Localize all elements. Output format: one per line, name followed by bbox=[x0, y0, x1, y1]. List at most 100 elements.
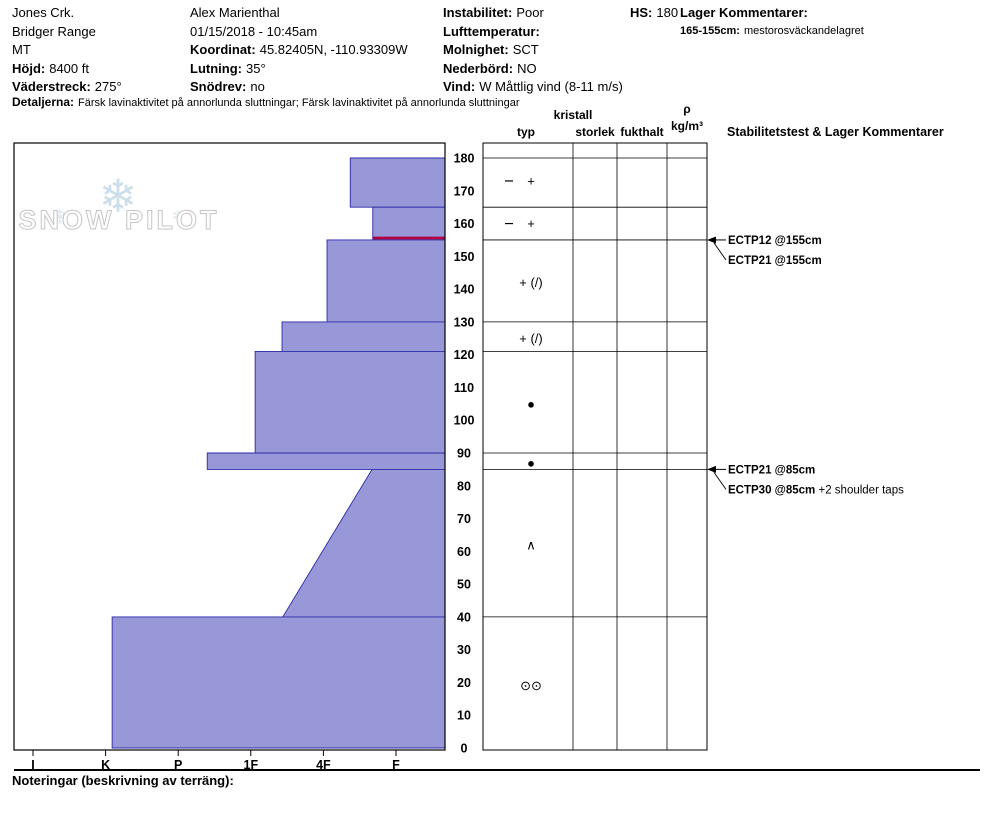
watermark-snowflake-icon: ❄ bbox=[99, 170, 138, 222]
depth-axis-label: 10 bbox=[457, 709, 471, 723]
header-hs-column: HS: 180 bbox=[630, 4, 678, 23]
precip-value: NO bbox=[517, 60, 537, 76]
elevation-label: Höjd: bbox=[12, 60, 46, 76]
snowdrift-row: Snödrev: no bbox=[190, 78, 408, 97]
column-header-typ: typ bbox=[517, 125, 535, 139]
precip-row: Nederbörd: NO bbox=[443, 60, 623, 79]
column-header-storlek: storlek bbox=[575, 125, 615, 139]
depth-axis-label: 0 bbox=[461, 742, 468, 756]
snow-layer bbox=[111, 616, 446, 749]
watermark-snowflake-icon: ❄ bbox=[172, 208, 185, 225]
test-arrow-head bbox=[707, 465, 716, 473]
hs-value: 180 bbox=[656, 5, 679, 20]
depth-axis-label: 110 bbox=[454, 381, 474, 395]
layer-comment-text: mestorosväckandelagret bbox=[743, 24, 864, 37]
instability-label: Instabilitet: bbox=[443, 5, 513, 20]
wind-label: Vind: bbox=[443, 79, 476, 94]
snow-height-row: HS: 180 bbox=[630, 4, 678, 23]
slope-label: Lutning: bbox=[190, 60, 242, 76]
test-connector-line bbox=[713, 472, 727, 490]
header-layer-comments-column: Lager Kommentarer: 165-155cm: mestorosväc… bbox=[680, 4, 864, 40]
slope-angle-row: Lutning: 35° bbox=[190, 60, 408, 79]
header-site-column: Jones Crk. Bridger Range MT Höjd: 8400 ft… bbox=[12, 4, 122, 97]
snow-layer bbox=[206, 452, 446, 470]
snow-layer bbox=[281, 321, 446, 352]
precip-label: Nederbörd: bbox=[443, 60, 514, 76]
stability-test-label: ECTP21 @155cm bbox=[728, 255, 822, 267]
depth-axis-label: 60 bbox=[457, 545, 471, 559]
snow-layer bbox=[281, 468, 446, 618]
layer-comment-entry: 165-155cm: mestorosväckandelagret bbox=[680, 23, 864, 40]
watermark-text: SNOW PILOT bbox=[19, 205, 220, 235]
cloud-row: Molnighet: SCT bbox=[443, 41, 623, 60]
grain-type-symbol: ⊙⊙ bbox=[520, 678, 542, 693]
depth-axis-label: 150 bbox=[454, 250, 475, 264]
snow-layer bbox=[372, 206, 446, 241]
observation-datetime: 01/15/2018 - 10:45am bbox=[190, 23, 318, 39]
depth-axis-label: 120 bbox=[454, 348, 475, 362]
wind-row: Vind: W Måttlig vind (8-11 m/s) bbox=[443, 78, 623, 97]
snowdrift-label: Snödrev: bbox=[190, 79, 247, 94]
grain-type-symbol: + bbox=[527, 173, 535, 188]
snow-layer bbox=[349, 157, 446, 208]
depth-axis-label: 90 bbox=[457, 447, 471, 461]
depth-axis-label: 30 bbox=[457, 643, 471, 657]
observer-name: Alex Marienthal bbox=[190, 5, 280, 20]
grain-type-symbol: ● bbox=[527, 455, 535, 470]
depth-axis-label: 130 bbox=[454, 315, 475, 329]
site-elevation: Höjd: 8400 ft bbox=[12, 60, 122, 79]
hardness-axis-label: K bbox=[101, 758, 110, 772]
grain-type-symbol: ● bbox=[527, 396, 535, 411]
site-aspect: Väderstreck: 275° bbox=[12, 78, 122, 97]
airtemp-row: Lufttemperatur: bbox=[443, 23, 623, 42]
airtemp-label: Lufttemperatur: bbox=[443, 23, 540, 39]
footer-divider bbox=[14, 769, 980, 771]
hardness-axis-label: 4F bbox=[316, 758, 331, 772]
cloud-value: SCT bbox=[512, 42, 539, 57]
details-label: Detaljerna: bbox=[12, 95, 75, 109]
column-header-kristall: kristall bbox=[554, 108, 593, 122]
site-state: MT bbox=[12, 42, 31, 57]
snow-layer bbox=[326, 239, 446, 323]
stability-test-label: ECTP21 @85cm bbox=[728, 464, 815, 476]
coordinates-row: Koordinat: 45.82405N, -110.93309W bbox=[190, 41, 408, 60]
hardness-axis-label: P bbox=[174, 758, 182, 772]
site-name: Jones Crk. bbox=[12, 5, 75, 20]
grain-type-symbol: + (/) bbox=[519, 275, 542, 290]
aspect-value: 275° bbox=[94, 79, 122, 94]
instability-row: Instabilitet: Poor bbox=[443, 4, 623, 23]
profile-plot-border bbox=[13, 142, 446, 751]
header-conditions-column: Instabilitet: Poor Lufttemperatur: Molnig… bbox=[443, 4, 623, 97]
hs-label: HS: bbox=[630, 5, 653, 20]
aspect-label: Väderstreck: bbox=[12, 79, 91, 94]
elevation-value: 8400 ft bbox=[49, 60, 89, 76]
column-header-density-symbol: ρ bbox=[683, 102, 690, 116]
stability-test-label: ECTP12 @155cm bbox=[728, 235, 822, 247]
coordinates-value: 45.82405N, -110.93309W bbox=[259, 42, 408, 57]
data-columns-border bbox=[482, 142, 708, 751]
snow-layer bbox=[254, 350, 446, 454]
test-arrow-head bbox=[707, 236, 716, 244]
wind-value: W Måttlig vind (8-11 m/s) bbox=[479, 79, 623, 94]
instability-value: Poor bbox=[516, 5, 544, 20]
depth-axis-label: 180 bbox=[454, 152, 475, 166]
depth-axis-label: 50 bbox=[457, 578, 471, 592]
depth-axis-label: 100 bbox=[454, 414, 475, 428]
test-connector-line bbox=[713, 242, 727, 261]
hardness-axis-label: 1F bbox=[244, 758, 259, 772]
depth-axis-label: 140 bbox=[454, 283, 475, 297]
column-header-stability: Stabilitetstest & Lager Kommentarer bbox=[727, 125, 944, 139]
hardness-axis-label: F bbox=[392, 758, 400, 772]
depth-axis-label: 170 bbox=[454, 184, 475, 198]
layer-comments-title: Lager Kommentarer: bbox=[680, 5, 808, 20]
coordinates-label: Koordinat: bbox=[190, 42, 256, 57]
hardness-axis-label: I bbox=[31, 758, 34, 772]
stability-test-label: ECTP30 @85cm +2 shoulder taps bbox=[728, 484, 904, 496]
details-value: Färsk lavinaktivitet på annorlunda slutt… bbox=[78, 97, 520, 109]
header-observer-column: Alex Marienthal 01/15/2018 - 10:45am Koo… bbox=[190, 4, 408, 97]
watermark-snowflake-icon: ❄ bbox=[52, 207, 69, 229]
grain-type-symbol: + (/) bbox=[519, 331, 542, 346]
grain-type-symbol: ∧ bbox=[526, 537, 536, 552]
